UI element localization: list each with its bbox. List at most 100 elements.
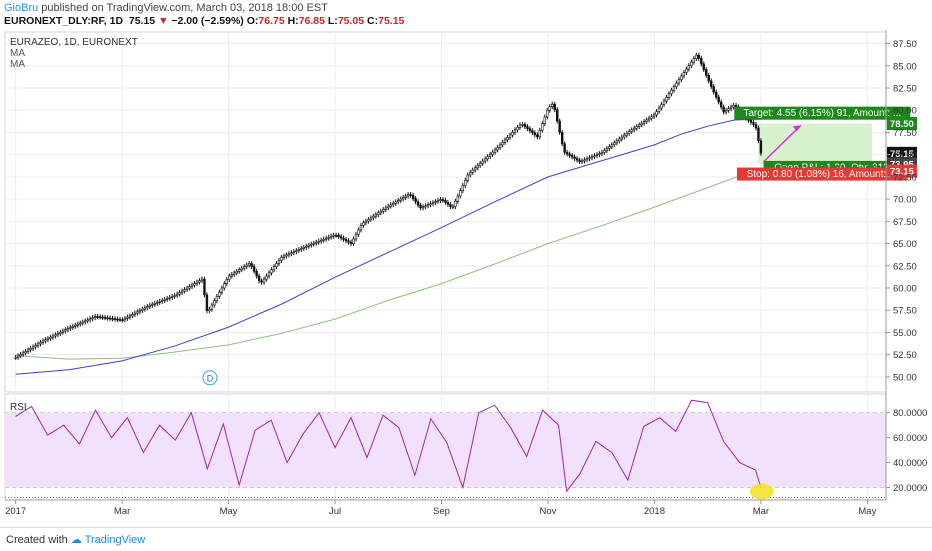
price-bar-body: [36, 343, 40, 346]
stop-label-bg[interactable]: [736, 167, 907, 181]
price-bar-body: [503, 139, 507, 143]
price-bar-body: [121, 319, 124, 322]
dividend-marker[interactable]: [202, 370, 218, 386]
price-bar-body: [637, 124, 641, 127]
price-bar-body: [541, 123, 544, 131]
current-price-tag: 75.15: [890, 149, 914, 160]
down-arrow-icon: ▼: [158, 15, 169, 27]
time-tick-label: Mar: [753, 506, 769, 517]
price-bar-body: [429, 203, 432, 206]
price-bar-body: [449, 204, 452, 207]
author-name[interactable]: GioBru: [4, 2, 39, 14]
price-bar-body: [580, 160, 584, 163]
price-bar-body: [759, 140, 763, 154]
price-bar-body: [434, 201, 437, 203]
price-bar-body: [210, 304, 214, 310]
price-bar-body: [757, 127, 760, 141]
price-bar-body: [113, 318, 117, 321]
price-bar-body: [74, 324, 77, 327]
stop-label[interactable]: Stop: 0.80 (1.08%) 16, Amount: ...: [747, 169, 898, 180]
price-bar-body: [454, 200, 457, 207]
price-bar-body: [200, 278, 204, 281]
price-bar-body: [563, 143, 566, 153]
time-tick-label: May: [858, 506, 876, 517]
price-bar-body: [163, 299, 166, 301]
price-bar-body: [486, 156, 489, 160]
price-bar-body: [320, 239, 323, 242]
price-bar-body: [476, 165, 479, 169]
legend-ma-1[interactable]: MA: [10, 48, 25, 59]
price-bar-body: [118, 319, 122, 321]
price-bar-body: [585, 158, 589, 161]
price-bar-body: [81, 321, 84, 324]
price-bar-body: [493, 149, 497, 153]
price-bar-body: [409, 194, 412, 196]
price-bar-body: [71, 326, 74, 328]
price-bar-body: [608, 146, 611, 149]
price-bar-body: [394, 201, 397, 204]
price-bar-body: [598, 153, 601, 155]
target-label[interactable]: Target: 4.55 (6.15%) 91, Amount: ...: [743, 108, 901, 119]
price-bar-body: [16, 355, 20, 358]
price-bar-body: [267, 272, 271, 277]
price-bar-body: [672, 86, 676, 91]
created-with-label: Created with: [6, 534, 68, 546]
price-bar-body: [138, 310, 142, 313]
price-tick-label: 60.00: [893, 284, 917, 295]
price-bar-body: [225, 279, 229, 285]
price-bar-body: [555, 109, 559, 122]
close-value: 75.15: [378, 15, 405, 27]
price-bar-body: [623, 134, 626, 138]
target-label-bg[interactable]: [734, 106, 911, 120]
price-bar-body: [513, 129, 517, 133]
price-bar-body: [640, 122, 643, 126]
rsi-tick-label: 80.0000: [893, 408, 927, 419]
price-bar-body: [26, 349, 30, 352]
price-tick-label: 65.00: [893, 239, 917, 250]
price-bar-body: [481, 160, 484, 164]
price-bar-body: [692, 58, 696, 63]
legend-ma-2[interactable]: MA: [10, 59, 25, 70]
open-value: 76.75: [258, 15, 285, 27]
price-bar-body: [126, 316, 129, 319]
price-bar-body: [670, 89, 673, 95]
price-bar-body: [389, 204, 392, 207]
price-bar-body: [317, 240, 320, 243]
price-bar-body: [297, 249, 301, 251]
price-bar-body: [404, 195, 407, 198]
price-bar-body: [146, 306, 149, 309]
price-bar-body: [568, 153, 571, 156]
price-bar-body: [220, 287, 224, 293]
price-bar-body: [208, 308, 211, 311]
price-bar-body: [228, 275, 231, 280]
price-bar-body: [705, 69, 708, 76]
price-bar-body: [51, 335, 55, 338]
price-bar-body: [215, 296, 219, 302]
price-bar-body: [46, 338, 50, 341]
price-bar-body: [446, 202, 450, 205]
price-bar-body: [245, 264, 248, 267]
price-bar-body: [526, 126, 529, 129]
price-bar-body: [749, 119, 753, 123]
tradingview-link[interactable]: TradingView: [84, 534, 146, 546]
price-bar-body: [223, 283, 226, 289]
price-bar-body: [461, 185, 465, 192]
price-bar-body: [178, 292, 181, 295]
price-bar-body: [44, 339, 47, 342]
price-bar-body: [205, 294, 209, 311]
price-bar-body: [235, 271, 238, 274]
price-bar-body: [543, 116, 546, 124]
projection-arrow: [763, 124, 802, 163]
price-bar-body: [397, 200, 400, 203]
price-bar-body: [143, 307, 147, 310]
price-bar-body: [695, 54, 698, 59]
price-bar-body: [456, 195, 460, 202]
price-bar-body: [501, 142, 504, 146]
price-bar-body: [469, 172, 472, 176]
price-bar-body: [277, 260, 281, 264]
price-bar-body: [161, 300, 164, 302]
price-bar-body: [195, 281, 199, 284]
rsi-title[interactable]: RSI: [10, 402, 27, 413]
